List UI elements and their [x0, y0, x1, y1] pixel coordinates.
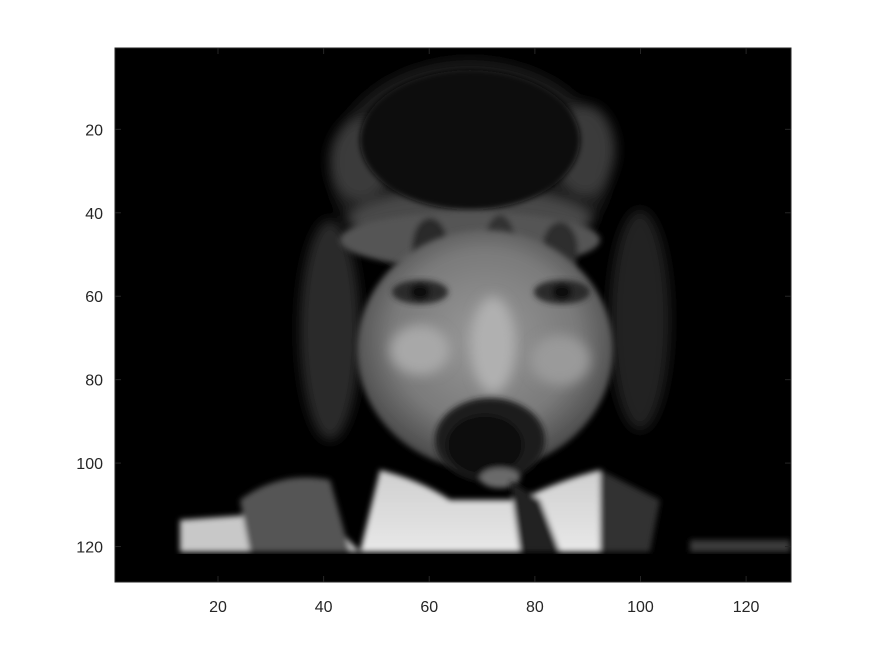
cheek-right	[530, 335, 590, 385]
x-axis: 20 40 60 80 100 120	[209, 48, 760, 616]
hair-crown	[360, 70, 580, 210]
y-tick-label: 60	[85, 289, 103, 306]
y-tick-label: 120	[76, 540, 103, 557]
x-tick-label: 100	[627, 599, 654, 616]
cheek-left	[390, 325, 450, 375]
eyes	[392, 280, 590, 304]
mouth	[435, 398, 545, 488]
y-tick-label: 100	[76, 456, 103, 473]
x-tick-label: 120	[733, 599, 760, 616]
axes-frame	[114, 47, 792, 583]
bottom-band	[115, 554, 791, 582]
x-tick-label: 20	[209, 599, 227, 616]
shirt	[180, 470, 790, 552]
y-tick-label: 20	[85, 122, 103, 139]
nose	[471, 297, 515, 393]
y-tick-label: 80	[85, 373, 103, 390]
y-tick-label: 40	[85, 206, 103, 223]
x-tick-label: 40	[315, 599, 333, 616]
x-tick-label: 80	[526, 599, 544, 616]
x-tick-label: 60	[420, 599, 438, 616]
grayscale-image	[115, 48, 791, 582]
y-axis: 20 40 60 80 100 120	[76, 122, 791, 557]
